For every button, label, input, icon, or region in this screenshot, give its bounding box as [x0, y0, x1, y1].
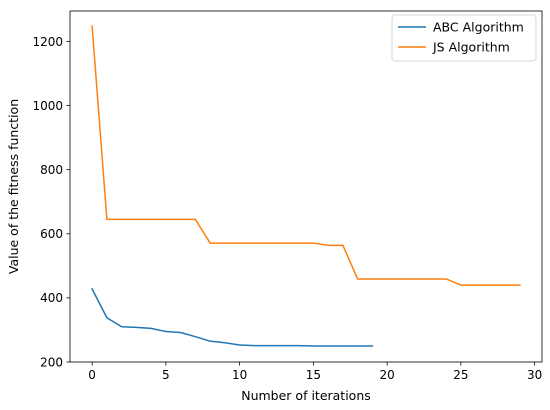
y-tick-label: 800: [40, 163, 63, 177]
x-axis-label: Number of iterations: [241, 388, 371, 403]
x-tick-label: 20: [379, 368, 394, 382]
y-axis-label: Value of the fitness function: [6, 99, 21, 274]
series-line-abc: [91, 287, 374, 347]
legend-label-abc: ABC Algorithm: [433, 20, 524, 35]
legend-label-js: JS Algorithm: [432, 40, 510, 55]
plot-frame: [69, 10, 543, 363]
y-tick-label: 600: [40, 227, 63, 241]
y-axis-ticks: 200 400 600 800 1000 1200: [32, 35, 70, 369]
x-tick-label: 15: [306, 368, 321, 382]
plot-area: [70, 11, 542, 362]
x-tick-label: 25: [453, 368, 468, 382]
x-axis-ticks: 0 5 10 15 20 25 30: [88, 362, 542, 382]
x-tick-label: 5: [162, 368, 170, 382]
series-layer: [91, 25, 521, 347]
x-tick-label: 10: [232, 368, 247, 382]
legend: ABC Algorithm JS Algorithm: [391, 14, 537, 62]
series-line-js: [91, 25, 521, 286]
y-tick-label: 1000: [32, 99, 63, 113]
y-tick-label: 200: [40, 355, 63, 369]
x-tick-label: 30: [527, 368, 542, 382]
y-tick-label: 1200: [32, 35, 63, 49]
y-tick-label: 400: [40, 291, 63, 305]
x-tick-label: 0: [88, 368, 96, 382]
legend-box: [391, 14, 537, 62]
